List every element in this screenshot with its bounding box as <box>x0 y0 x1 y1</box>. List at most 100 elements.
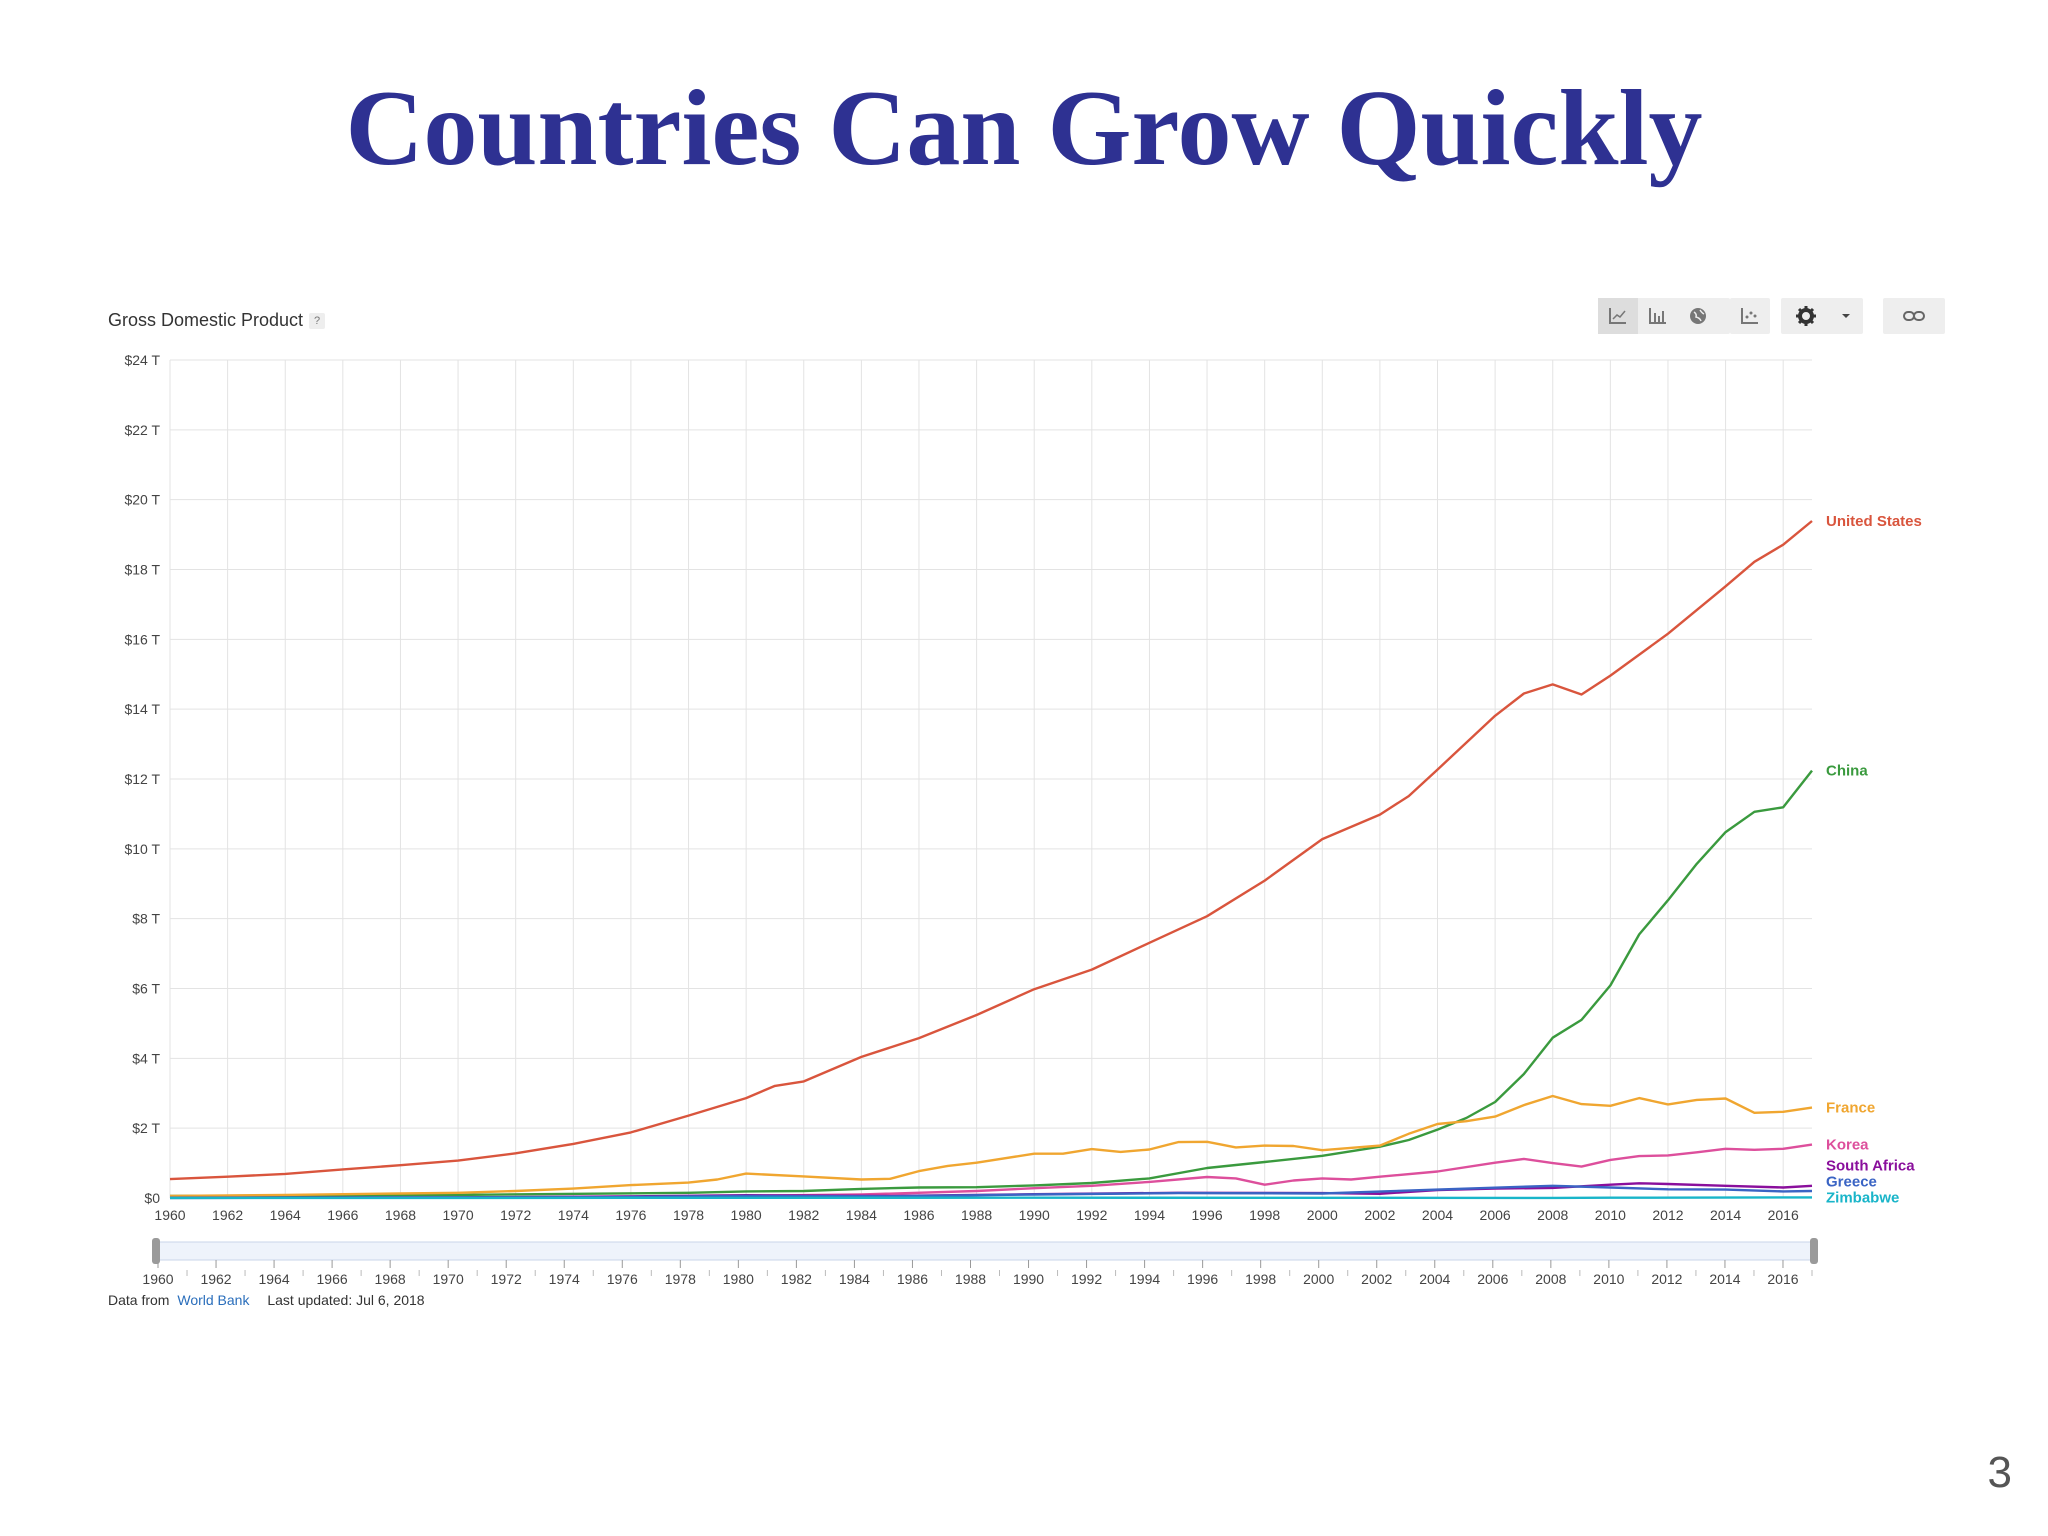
share-toolbar <box>1883 298 1945 334</box>
gdp-chart: Gross Domestic Product? $0 $2 T $4 T $6 T $8… <box>100 296 1960 1316</box>
x-tick-label: 1982 <box>788 1207 819 1223</box>
series-label: China <box>1826 763 1868 780</box>
x-tick-label: 1992 <box>1076 1207 1107 1223</box>
range-tick-label: 1978 <box>665 1271 696 1287</box>
range-tick-label: 1982 <box>781 1271 812 1287</box>
series-label: Korea <box>1826 1137 1869 1154</box>
chevron-down-icon[interactable] <box>1831 298 1861 334</box>
gear-icon[interactable] <box>1781 298 1831 334</box>
y-tick-label: $0 <box>144 1190 160 1206</box>
range-tick-label: 2010 <box>1593 1271 1624 1287</box>
x-tick-label: 1994 <box>1134 1207 1165 1223</box>
slide-number: 3 <box>1987 1448 2012 1497</box>
bar-chart-icon[interactable] <box>1638 298 1678 334</box>
y-tick-label: $20 T <box>124 492 160 508</box>
range-tick-label: 2002 <box>1361 1271 1392 1287</box>
x-tick-label: 1964 <box>270 1207 301 1223</box>
footer-note: Data from World Bank Last updated: Jul 6… <box>108 1292 425 1308</box>
y-tick-label: $18 T <box>124 562 160 578</box>
x-tick-label: 2010 <box>1595 1207 1626 1223</box>
x-tick-label: 1972 <box>500 1207 531 1223</box>
map-icon[interactable] <box>1678 298 1718 334</box>
settings-menu[interactable] <box>1781 298 1863 334</box>
x-tick-label: 2002 <box>1364 1207 1395 1223</box>
series-label: South Africa <box>1826 1157 1915 1174</box>
series-label: Greece <box>1826 1173 1877 1190</box>
x-tick-label: 2016 <box>1768 1207 1799 1223</box>
range-tick-label: 1984 <box>839 1271 870 1287</box>
chart-type-toolbar <box>1598 298 1730 334</box>
x-tick-label: 1966 <box>327 1207 358 1223</box>
x-tick-label: 1978 <box>673 1207 704 1223</box>
range-tick-label: 1974 <box>549 1271 580 1287</box>
last-updated: Last updated: Jul 6, 2018 <box>267 1292 425 1308</box>
range-tick-label: 1994 <box>1129 1271 1160 1287</box>
x-tick-label: 1970 <box>442 1207 473 1223</box>
range-handle-left <box>152 1238 160 1264</box>
x-tick-label: 1962 <box>212 1207 243 1223</box>
range-tick-label: 1992 <box>1071 1271 1102 1287</box>
line-chart-icon[interactable] <box>1598 298 1638 334</box>
y-tick-label: $4 T <box>132 1050 160 1066</box>
x-tick-label: 1990 <box>1019 1207 1050 1223</box>
scatter-icon[interactable] <box>1730 298 1770 334</box>
x-tick-label: 1980 <box>731 1207 762 1223</box>
x-tick-label: 1986 <box>903 1207 934 1223</box>
series-line <box>169 769 1813 1198</box>
range-tick-label: 1962 <box>200 1271 231 1287</box>
range-handle-right <box>1810 1238 1818 1264</box>
series-label: United States <box>1826 513 1922 530</box>
range-tick-label: 1966 <box>317 1271 348 1287</box>
range-tick-label: 1968 <box>375 1271 406 1287</box>
series-line <box>169 1143 1813 1200</box>
help-icon[interactable]: ? <box>309 313 326 330</box>
series-label: Zimbabwe <box>1826 1189 1899 1206</box>
range-tick-label: 1988 <box>955 1271 986 1287</box>
y-tick-label: $14 T <box>124 701 160 717</box>
range-tick-label: 1972 <box>491 1271 522 1287</box>
range-tick-label: 2012 <box>1651 1271 1682 1287</box>
x-tick-label: 2006 <box>1480 1207 1511 1223</box>
series-line <box>169 520 1813 1181</box>
x-tick-label: 2014 <box>1710 1207 1741 1223</box>
range-tick-label: 1970 <box>433 1271 464 1287</box>
y-tick-label: $22 T <box>124 422 160 438</box>
x-tick-label: 1960 <box>154 1207 185 1223</box>
range-tick-label: 1998 <box>1245 1271 1276 1287</box>
series-label: France <box>1826 1100 1875 1117</box>
range-tick-label: 1960 <box>142 1271 173 1287</box>
series-line <box>169 1094 1813 1198</box>
range-navigator <box>157 1241 1813 1261</box>
scatter-toolbar <box>1730 298 1770 334</box>
chart-title-text: Gross Domestic Product <box>108 310 304 330</box>
footer-prefix: Data from <box>108 1292 170 1308</box>
link-icon[interactable] <box>1883 298 1945 334</box>
x-tick-label: 1988 <box>961 1207 992 1223</box>
x-tick-label: 2012 <box>1652 1207 1683 1223</box>
x-tick-label: 1984 <box>846 1207 877 1223</box>
range-tick-label: 2000 <box>1303 1271 1334 1287</box>
range-tick-label: 1986 <box>897 1271 928 1287</box>
y-tick-label: $6 T <box>132 981 160 997</box>
range-tick-label: 1964 <box>258 1271 289 1287</box>
range-tick-label: 2008 <box>1535 1271 1566 1287</box>
slide-title: Countries Can Grow Quickly <box>345 69 1703 188</box>
y-tick-label: $2 T <box>132 1120 160 1136</box>
range-tick-label: 2016 <box>1767 1271 1798 1287</box>
chart-title: Gross Domestic Product? <box>108 310 326 331</box>
range-tick-label: 1976 <box>607 1271 638 1287</box>
y-tick-label: $8 T <box>132 911 160 927</box>
x-tick-label: 1974 <box>558 1207 589 1223</box>
x-tick-label: 1968 <box>385 1207 416 1223</box>
range-tick-label: 2006 <box>1477 1271 1508 1287</box>
source-link[interactable]: World Bank <box>177 1292 250 1308</box>
chart-plot: $0 $2 T $4 T $6 T $8 T $10 T $12 T $14 T $16 T $1… <box>124 352 1922 1287</box>
range-tick-label: 2004 <box>1419 1271 1450 1287</box>
range-tick-label: 1996 <box>1187 1271 1218 1287</box>
range-tick-label: 1980 <box>723 1271 754 1287</box>
x-tick-label: 2004 <box>1422 1207 1453 1223</box>
x-tick-label: 2000 <box>1307 1207 1338 1223</box>
y-tick-label: $10 T <box>124 841 160 857</box>
x-tick-label: 1996 <box>1191 1207 1222 1223</box>
range-tick-label: 2014 <box>1709 1271 1740 1287</box>
